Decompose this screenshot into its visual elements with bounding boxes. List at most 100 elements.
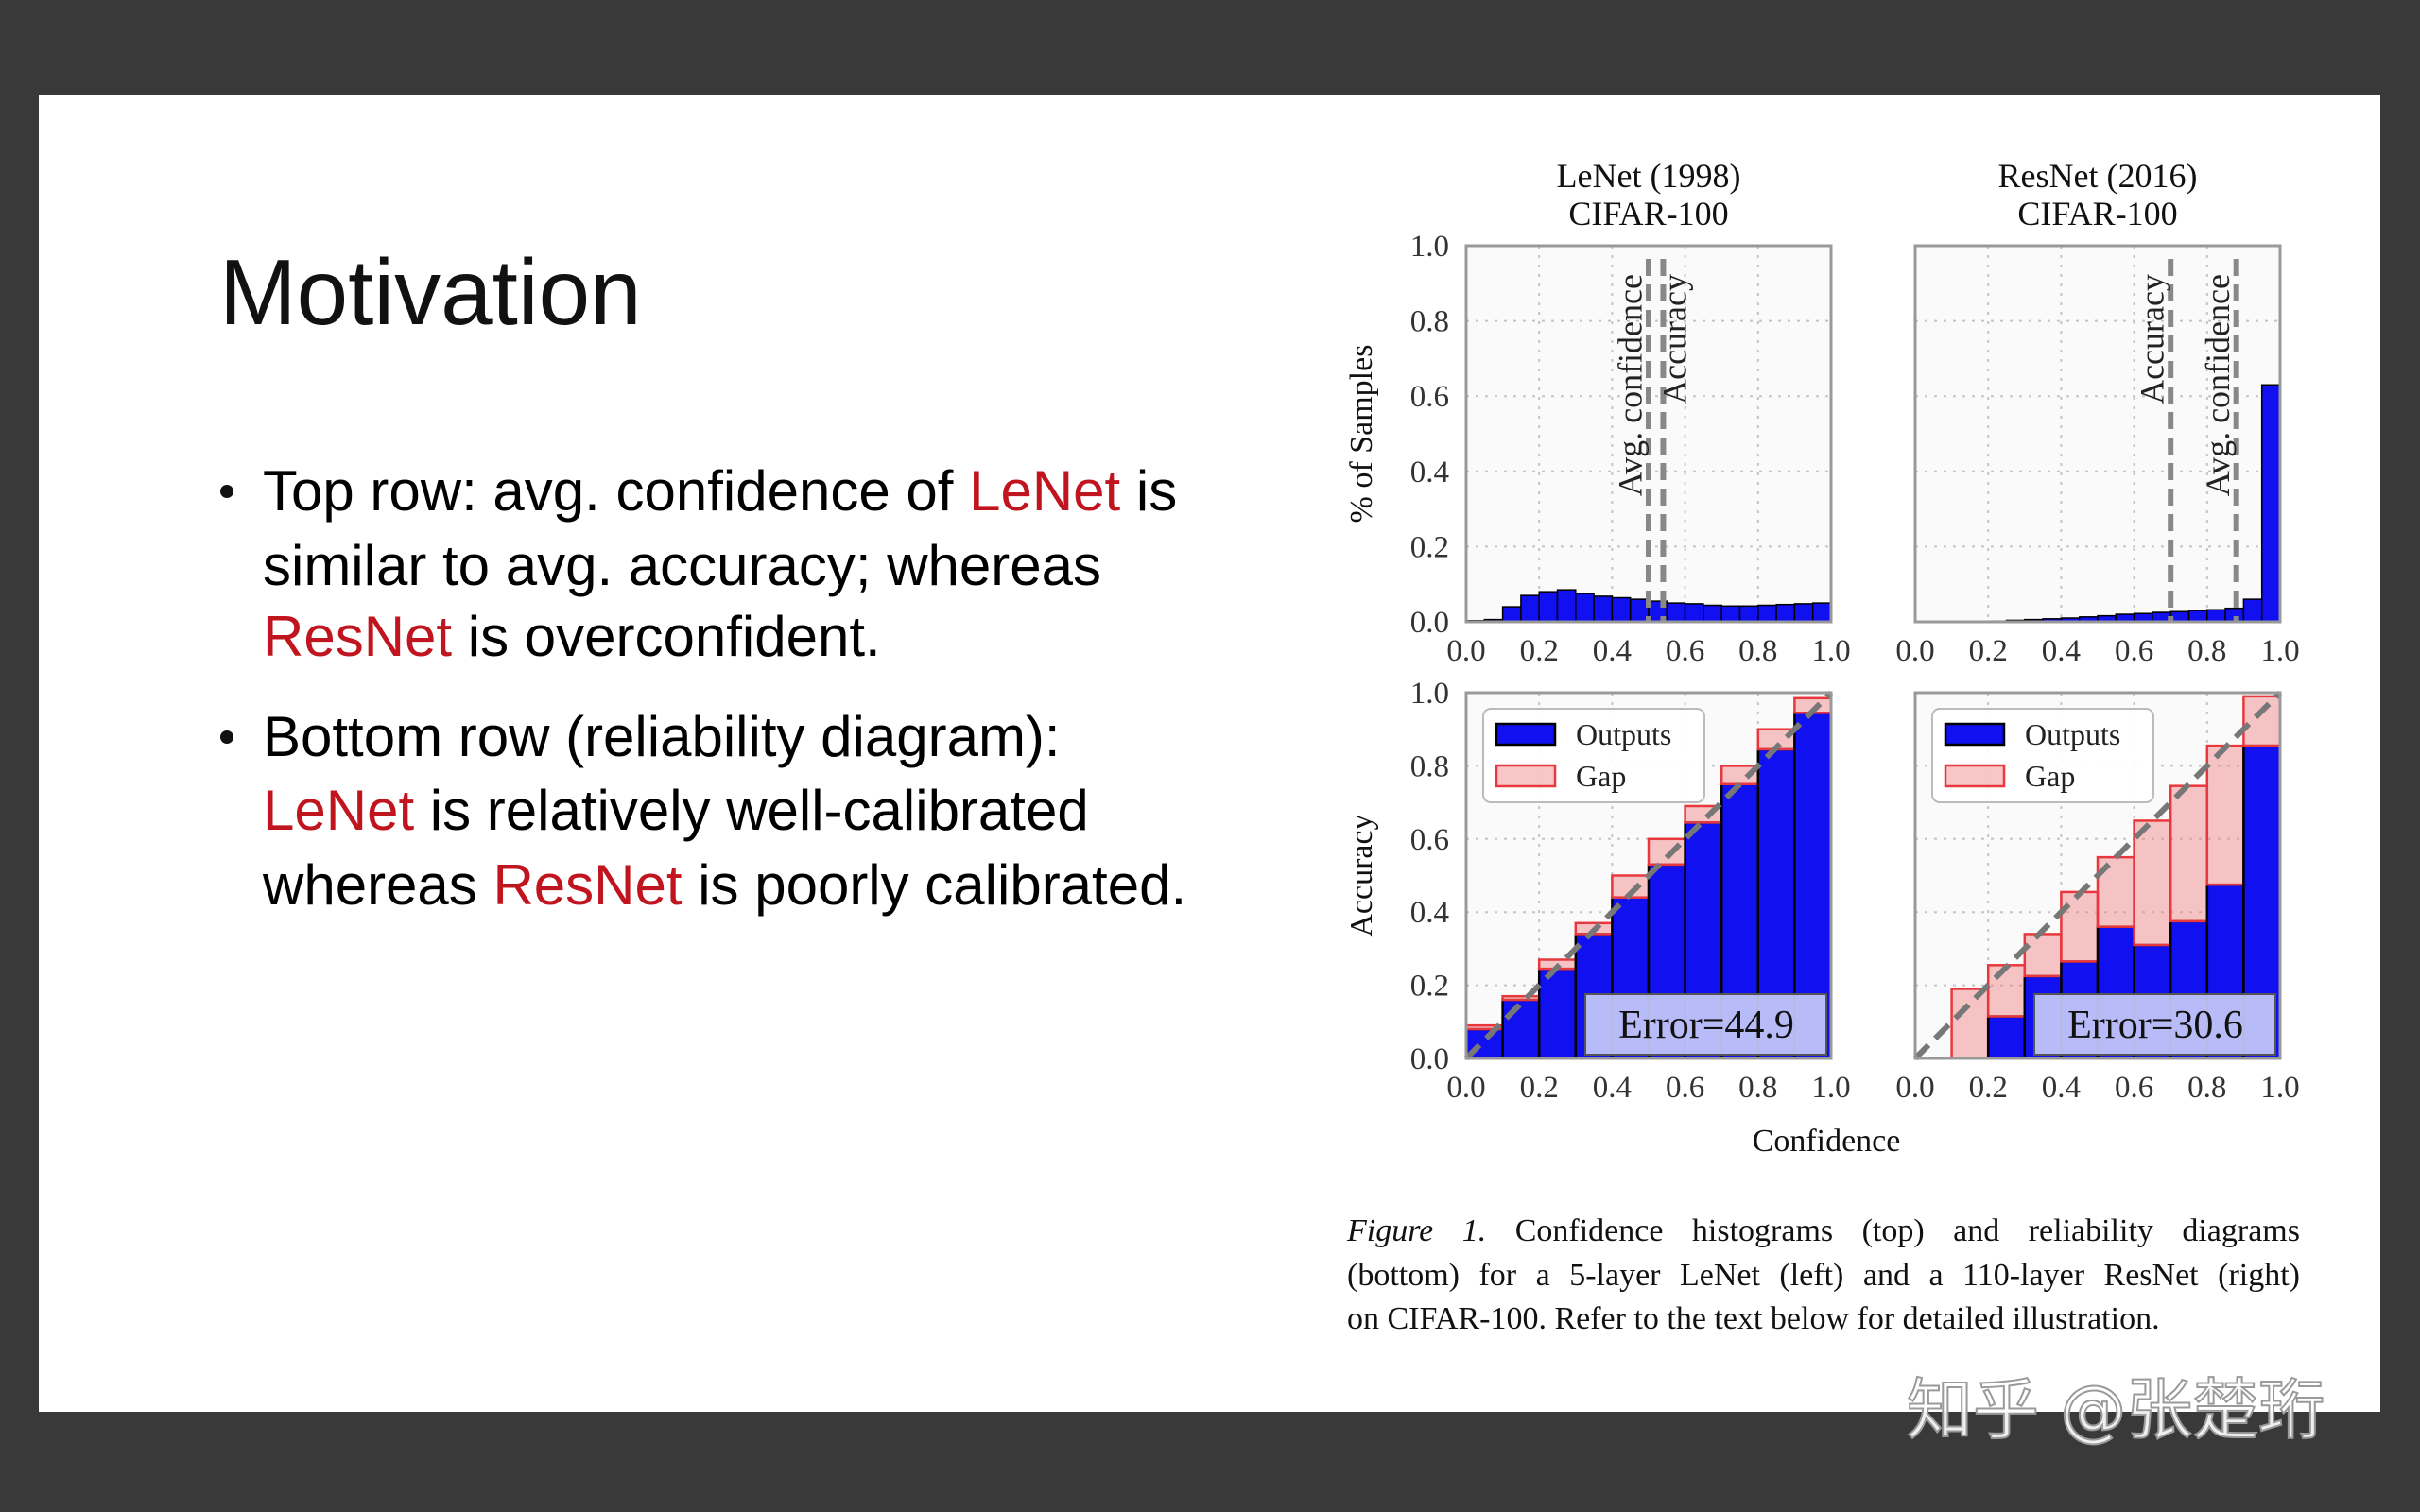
histogram-bar	[1738, 605, 1759, 623]
legend-label: Outputs	[1576, 717, 1671, 751]
histogram-bar	[1593, 595, 1614, 623]
figure: 0.0 0.2 0.4 0.6 0.8 1.0 0.0 0.2 0.4 0.6 0.8 1.0 Avg.…	[1344, 157, 2300, 1159]
histogram-bar	[2187, 610, 2208, 623]
legend-swatch	[1944, 764, 2006, 788]
reliability-bar	[2133, 819, 2172, 947]
histogram-bar	[2260, 384, 2281, 623]
histogram-bar	[1811, 602, 1832, 623]
histogram-bar	[2242, 598, 2263, 623]
caption-line: on CIFAR-100. Refer to the text below fo…	[1347, 1301, 2160, 1336]
reliability-bar	[1537, 967, 1578, 1060]
y-tick-label: 0.6	[1410, 380, 1449, 414]
x-tick-label: 0.2	[1969, 1071, 2008, 1105]
x-tick-label: 0.4	[1593, 634, 1632, 668]
watermark: 知乎 @张楚珩	[1907, 1371, 2325, 1449]
reliability-bar	[1986, 1015, 2027, 1060]
bullet-line: whereas ResNet is poorly calibrated.	[262, 853, 1186, 917]
reliability-bar	[2169, 784, 2209, 923]
x-tick-label: 0.0	[1895, 634, 1934, 668]
bullet-segment: is relatively well-calibrated	[414, 779, 1089, 842]
bullet-line: similar to avg. accuracy; whereas	[263, 534, 1101, 597]
x-tick-label: 0.6	[1666, 634, 1704, 668]
reliability-bar	[1647, 837, 1686, 867]
chart-title: LeNet (1998)	[1557, 157, 1741, 195]
histogram-bar	[1501, 606, 1522, 623]
chart-title: CIFAR-100	[1568, 195, 1728, 232]
bullet-dot	[220, 485, 233, 498]
y-tick-label: 0.8	[1410, 749, 1449, 783]
caption-text: Confidence histograms (top) and reliabil…	[1514, 1213, 2300, 1248]
bullet-segment: similar to avg. accuracy; whereas	[263, 534, 1101, 597]
y-tick-label: 1.0	[1410, 230, 1449, 264]
x-tick-label: 0.8	[1738, 634, 1777, 668]
legend-label: Gap	[2025, 759, 2075, 793]
y-tick-label: 0.4	[1410, 896, 1449, 930]
x-axis-label: Confidence	[1753, 1124, 1901, 1159]
reference-label: Avg. confidence	[2199, 274, 2237, 496]
plot-area	[1466, 246, 1831, 622]
x-tick-label: 0.0	[1446, 634, 1485, 668]
plot-frame	[1913, 244, 2282, 624]
bullet-segment: is overconfident.	[452, 605, 881, 668]
reliability-bar	[1501, 998, 1541, 1060]
diagonal	[1463, 690, 1834, 1061]
x-tick-label: 0.6	[2115, 634, 2153, 668]
x-tick-label: 1.0	[1811, 634, 1850, 668]
annotation: Error=30.6	[2067, 1004, 2243, 1047]
x-tick-label: 0.8	[1738, 1071, 1777, 1105]
bullet-line: Top row: avg. confidence of LeNet is	[263, 459, 1177, 523]
histogram-bar	[1575, 593, 1595, 623]
chart-title: CIFAR-100	[2017, 195, 2177, 232]
bullet-dot	[220, 730, 233, 744]
x-tick-label: 0.4	[2042, 634, 2081, 668]
bullet-segment: whereas	[262, 853, 493, 917]
legend-swatch	[1495, 764, 1557, 788]
reference-label: Accuracy	[1656, 274, 1694, 404]
annotation: Error=44.9	[1618, 1004, 1794, 1047]
x-tick-label: 0.2	[1520, 1071, 1559, 1105]
x-tick-label: 0.6	[1666, 1071, 1704, 1105]
bullet-segment: ResNet	[493, 853, 682, 917]
histogram-bar	[1611, 596, 1632, 623]
histogram-bar	[1720, 605, 1741, 623]
y-axis-label: Accuracy	[1344, 814, 1379, 936]
x-tick-label: 0.2	[1520, 634, 1559, 668]
reliability-bar	[2205, 744, 2245, 886]
y-tick-label: 0.0	[1410, 606, 1449, 640]
histogram-bar	[1703, 604, 1722, 623]
annotation-box	[1584, 993, 1827, 1056]
plot-frame	[1464, 691, 1833, 1060]
bullet-segment: Top row: avg. confidence of	[263, 459, 969, 523]
histogram-bar	[1757, 604, 1777, 623]
plot-frame	[1913, 691, 2282, 1060]
reliability-bar	[2060, 890, 2100, 963]
plot-area	[1915, 246, 2280, 622]
x-tick-label: 0.8	[2187, 634, 2226, 668]
histogram-bar	[1538, 591, 1559, 623]
annotation-box	[2033, 993, 2276, 1056]
y-tick-label: 0.6	[1410, 823, 1449, 857]
bullet-segment: LeNet	[969, 459, 1120, 523]
caption-label: Figure 1.	[1347, 1213, 1487, 1248]
reliability-bar	[1950, 988, 1990, 1060]
histogram-bar	[1666, 602, 1686, 623]
histogram-bar	[2206, 609, 2226, 623]
histogram-bar	[1775, 603, 1796, 623]
bullet-segment: Bottom row (reliability diagram):	[263, 705, 1061, 768]
y-tick-label: 0.2	[1410, 970, 1449, 1004]
x-tick-label: 0.4	[2042, 1071, 2081, 1105]
y-tick-label: 0.0	[1410, 1042, 1449, 1076]
x-tick-label: 1.0	[2260, 1071, 2299, 1105]
x-tick-label: 0.4	[1593, 1071, 1632, 1105]
slide-title: Motivation	[219, 240, 642, 344]
legend-swatch	[1944, 722, 2006, 747]
chart-title: ResNet (2016)	[1998, 157, 2198, 195]
legend-swatch	[1495, 722, 1557, 747]
x-tick-label: 0.2	[1969, 634, 2008, 668]
y-axis-label: % of Samples	[1344, 345, 1379, 524]
x-tick-label: 0.8	[2187, 1071, 2226, 1105]
reliability-bar	[1986, 964, 2027, 1018]
reference-label: Accuracy	[2133, 274, 2170, 404]
